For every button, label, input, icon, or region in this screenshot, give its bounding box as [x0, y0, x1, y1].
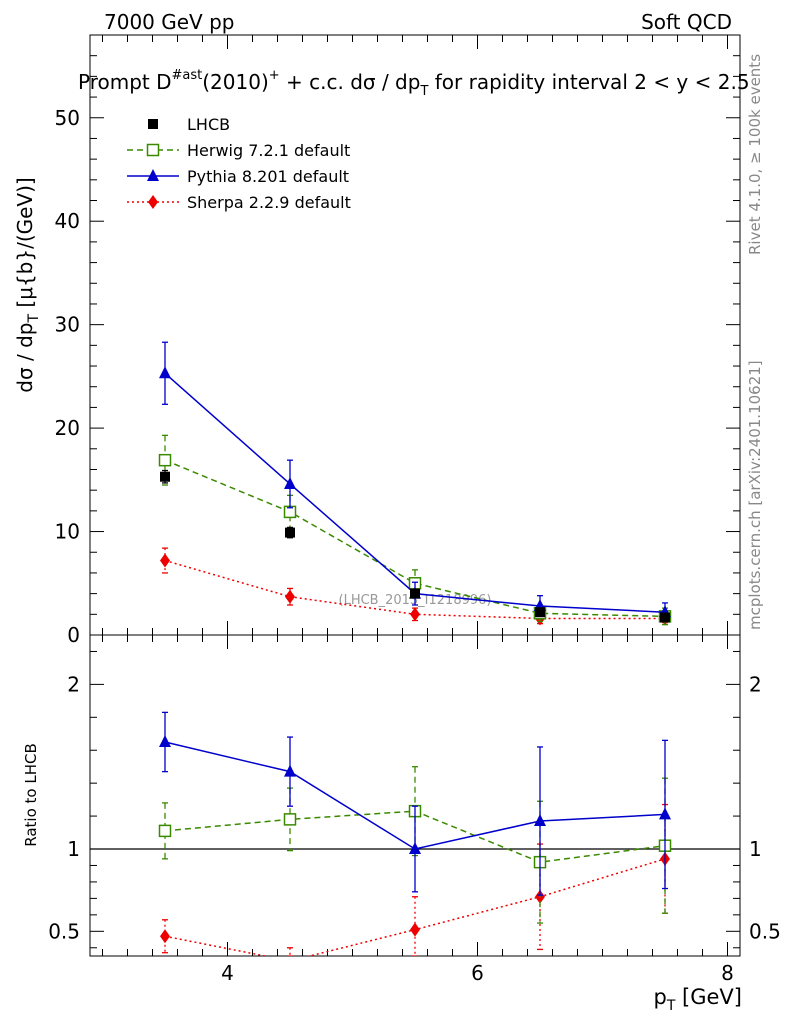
legend-label-lhcb: LHCB: [187, 115, 230, 134]
pythia-point: [159, 735, 171, 747]
herwig-point: [158, 453, 172, 467]
ratio-series-group: [158, 711, 672, 956]
y-tick-label: 40: [55, 209, 80, 233]
ratio-panel: 4 6 8 0.5 0.5 1 1 2 2: [48, 634, 781, 985]
y-tick-label: 50: [55, 106, 80, 130]
pythia-point: [409, 842, 421, 854]
y-tick-label: 0: [67, 623, 80, 647]
lhcb-point: [660, 612, 670, 623]
rivet-label: Rivet 4.1.0, ≥ 100k events: [746, 54, 764, 255]
sherpa-point: [160, 553, 170, 568]
ratio-y-tick-label: 1: [67, 837, 80, 861]
legend-label-sherpa: Sherpa 2.2.9 default: [187, 193, 351, 212]
legend-marker-lhcb: [148, 119, 158, 129]
sherpa-point: [160, 929, 170, 944]
ratio-y-tick-label-right: 2: [749, 672, 762, 696]
sherpa-series: [160, 803, 670, 956]
x-tick-label: 6: [471, 961, 484, 985]
ratio-y-tick-label-right: 1: [749, 837, 762, 861]
legend-marker-pythia: [147, 169, 159, 181]
pythia-point: [159, 366, 171, 379]
ratio-axis-label: Ratio to LHCB: [22, 743, 40, 847]
herwig-point: [158, 824, 172, 838]
legend-label-pythia: Pythia 8.201 default: [187, 167, 349, 186]
lhcb-point: [410, 588, 420, 599]
sherpa-point: [410, 607, 420, 622]
y-axis-label: dσ / dpT [μ{b}/(GeV)]: [13, 177, 42, 392]
sherpa-point: [285, 589, 295, 604]
energy-label: 7000 GeV pp: [104, 10, 235, 34]
plot-title: Prompt D#ast(2010)+ + c.c. dσ / dpT for …: [78, 68, 750, 99]
herwig-line: [164, 459, 666, 618]
legend: LHCB Herwig 7.2.1 default Pythia 8.201 def…: [127, 115, 351, 212]
x-tick-label: 4: [221, 961, 234, 985]
lhcb-point: [285, 527, 295, 538]
lhcb-point: [160, 471, 170, 482]
lhcb-series: [160, 469, 670, 623]
herwig-point: [283, 813, 297, 826]
legend-label-herwig: Herwig 7.2.1 default: [187, 141, 350, 160]
y-tick-label: 30: [55, 313, 80, 337]
legend-marker-herwig: [146, 143, 160, 157]
legend-marker-sherpa: [148, 195, 158, 209]
lhcb-point: [535, 607, 545, 618]
pythia-point: [659, 807, 671, 820]
mcplots-label: mcplots.cern.ch [arXiv:2401.10621]: [746, 360, 764, 630]
pythia-point: [284, 476, 296, 489]
ratio-y-tick-label: 0.5: [48, 919, 80, 943]
category-label: Soft QCD: [641, 10, 732, 34]
sherpa-point: [410, 922, 420, 937]
pythia-point: [534, 814, 546, 827]
x-axis-label: pT [GeV]: [653, 985, 742, 1014]
ratio-y-tick-label: 2: [67, 672, 80, 696]
pythia-point: [284, 764, 296, 777]
y-tick-label: 20: [55, 416, 80, 440]
ratio-y-tick-label-right: 0.5: [749, 919, 781, 943]
pythia-series: [159, 711, 671, 896]
y-tick-label: 10: [55, 520, 80, 544]
x-tick-label: 8: [721, 961, 734, 985]
